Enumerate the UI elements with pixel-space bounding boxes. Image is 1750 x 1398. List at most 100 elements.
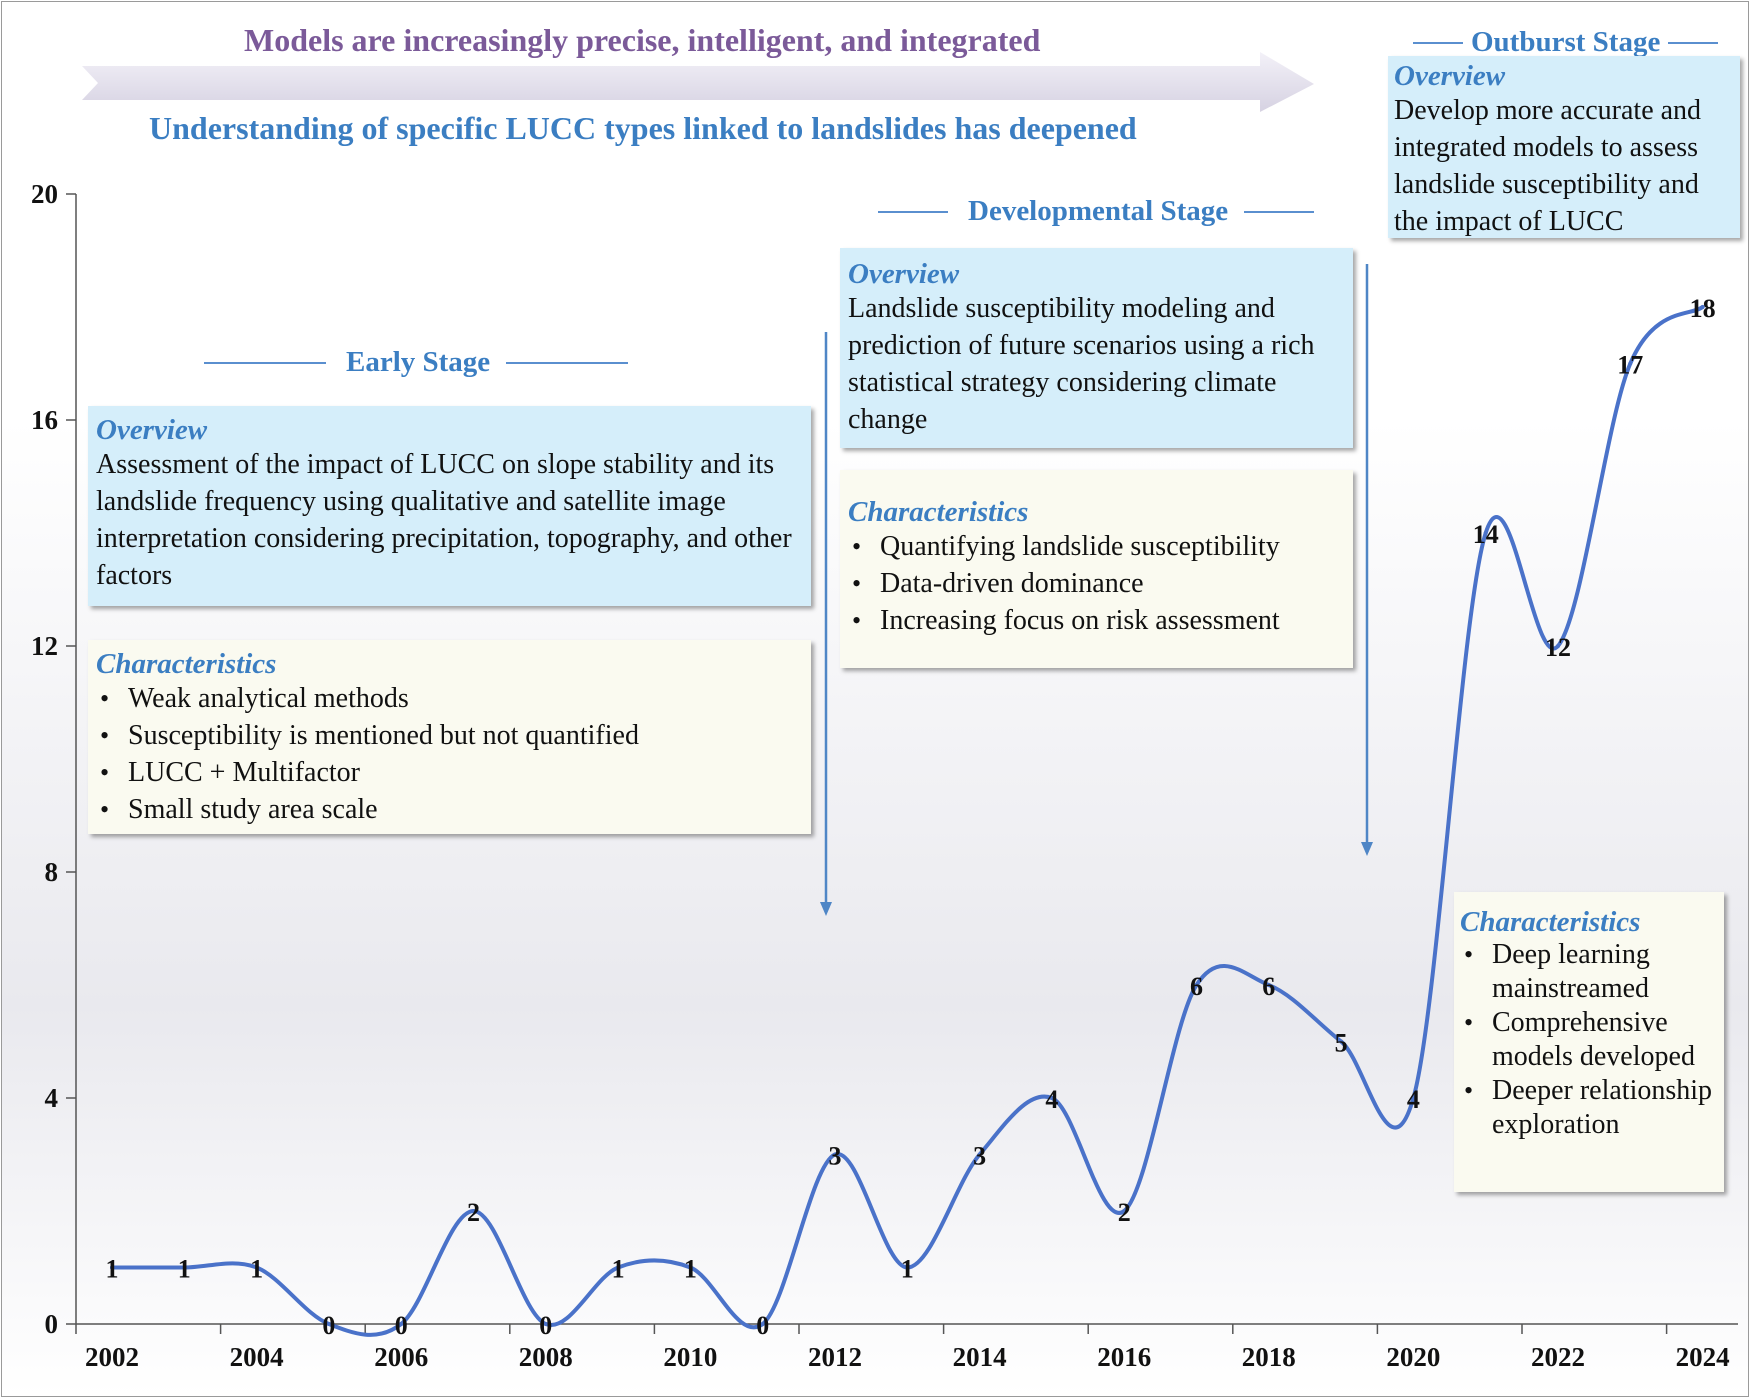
data-label: 4 bbox=[1045, 1085, 1058, 1114]
data-point bbox=[399, 1322, 404, 1326]
data-label: 5 bbox=[1335, 1029, 1348, 1058]
data-point bbox=[1049, 1096, 1054, 1100]
data-label: 3 bbox=[973, 1142, 986, 1171]
x-tick-label: 2022 bbox=[1531, 1342, 1585, 1372]
data-label: 14 bbox=[1473, 520, 1499, 549]
developmental-characteristics-box: Characteristics Quantifying landslide su… bbox=[840, 470, 1353, 668]
data-label: 1 bbox=[612, 1255, 625, 1284]
x-tick-label: 2016 bbox=[1097, 1342, 1151, 1372]
early-characteristics-heading: Characteristics bbox=[96, 648, 277, 680]
outburst-stage-label: Outburst Stage bbox=[1471, 26, 1661, 58]
x-tick-label: 2004 bbox=[230, 1342, 284, 1372]
y-tick-label: 8 bbox=[45, 857, 59, 887]
data-label: 4 bbox=[1407, 1085, 1420, 1114]
y-tick-label: 4 bbox=[45, 1083, 59, 1113]
data-point bbox=[471, 1209, 476, 1213]
x-tick-label: 2006 bbox=[374, 1342, 428, 1372]
data-point bbox=[977, 1152, 982, 1157]
early-overview-heading: Overview bbox=[96, 414, 208, 446]
list-item: LUCC + Multifactor bbox=[96, 754, 803, 791]
list-item: Data-driven dominance bbox=[848, 565, 1345, 602]
data-label: 1 bbox=[106, 1255, 119, 1284]
list-item: Weak analytical methods bbox=[96, 680, 803, 717]
developmental-stage-arrow bbox=[1361, 264, 1373, 856]
list-item: Small study area scale bbox=[96, 791, 803, 828]
data-point bbox=[110, 1265, 114, 1270]
early-stage-title: Early Stage bbox=[204, 346, 629, 379]
x-tick-label: 2008 bbox=[519, 1342, 573, 1372]
early-stage-arrow bbox=[820, 332, 832, 916]
data-point bbox=[254, 1265, 259, 1270]
data-point bbox=[1339, 1039, 1344, 1044]
list-item: Increasing focus on risk assessment bbox=[848, 602, 1345, 639]
y-tick-label: 16 bbox=[31, 405, 58, 435]
data-point bbox=[326, 1322, 331, 1326]
outburst-characteristics-box: Characteristics Deep learning mainstream… bbox=[1454, 892, 1724, 1192]
data-label: 2 bbox=[467, 1198, 480, 1227]
early-characteristics-list: Weak analytical methods Susceptibility i… bbox=[96, 680, 803, 828]
outburst-characteristics-heading: Characteristics bbox=[1460, 906, 1641, 938]
data-label: 12 bbox=[1545, 633, 1571, 662]
x-tick-label: 2010 bbox=[663, 1342, 717, 1372]
data-label: 0 bbox=[395, 1311, 408, 1340]
data-label: 17 bbox=[1617, 351, 1643, 380]
data-point bbox=[1556, 644, 1560, 648]
developmental-characteristics-heading: Characteristics bbox=[848, 496, 1029, 528]
y-tick-label: 0 bbox=[45, 1309, 59, 1339]
outburst-characteristics-list: Deep learning mainstreamed Comprehensive… bbox=[1460, 938, 1718, 1142]
data-point bbox=[1628, 361, 1633, 366]
outburst-overview-box: Overview Develop more accurate and integ… bbox=[1388, 56, 1740, 238]
data-point bbox=[1194, 983, 1199, 987]
x-tick-label: 2014 bbox=[953, 1342, 1007, 1372]
x-tick-label: 2002 bbox=[85, 1342, 139, 1372]
data-point bbox=[688, 1265, 693, 1270]
list-item: Deeper relationship exploration bbox=[1460, 1074, 1718, 1142]
x-tick-label: 2018 bbox=[1242, 1342, 1296, 1372]
x-tick-label: 2020 bbox=[1386, 1342, 1440, 1372]
data-point bbox=[182, 1265, 187, 1270]
early-overview-box: Overview Assessment of the impact of LUC… bbox=[88, 406, 811, 606]
data-label: 2 bbox=[1118, 1198, 1131, 1227]
outburst-stage-title: Outburst Stage bbox=[1413, 26, 1719, 59]
bottom-banner-text: Understanding of specific LUCC types lin… bbox=[149, 110, 1137, 146]
data-point bbox=[1266, 983, 1271, 987]
data-label: 6 bbox=[1262, 972, 1275, 1001]
data-label: 6 bbox=[1190, 972, 1203, 1001]
data-label: 18 bbox=[1690, 294, 1716, 323]
developmental-stage-label: Developmental Stage bbox=[968, 195, 1229, 227]
data-label: 3 bbox=[829, 1142, 842, 1171]
data-point bbox=[760, 1322, 765, 1326]
early-overview-text: Assessment of the impact of LUCC on slop… bbox=[96, 449, 792, 591]
data-label: 1 bbox=[684, 1255, 697, 1284]
y-tick-label: 20 bbox=[31, 179, 58, 209]
data-point bbox=[1700, 305, 1705, 309]
data-label: 1 bbox=[178, 1255, 191, 1284]
list-item: Quantifying landslide susceptibility bbox=[848, 528, 1345, 565]
data-point bbox=[905, 1265, 910, 1270]
data-label: 1 bbox=[901, 1255, 914, 1284]
developmental-stage-title: Developmental Stage bbox=[878, 195, 1315, 228]
progress-arrow bbox=[82, 52, 1314, 112]
data-label: 0 bbox=[756, 1311, 769, 1340]
series-line bbox=[110, 305, 1705, 1337]
developmental-overview-text: Landslide susceptibility modeling and pr… bbox=[848, 293, 1315, 435]
x-tick-label: 2024 bbox=[1676, 1342, 1730, 1372]
data-point bbox=[543, 1322, 548, 1326]
outburst-overview-heading: Overview bbox=[1394, 60, 1506, 92]
outburst-overview-text: Develop more accurate and integrated mod… bbox=[1394, 95, 1702, 237]
developmental-overview-box: Overview Landslide susceptibility modeli… bbox=[840, 248, 1353, 448]
developmental-overview-heading: Overview bbox=[848, 258, 960, 290]
data-label: 0 bbox=[539, 1311, 552, 1340]
top-banner-text: Models are increasingly precise, intelli… bbox=[244, 22, 1041, 58]
data-point bbox=[1122, 1209, 1127, 1213]
data-label: 1 bbox=[250, 1255, 263, 1284]
early-stage-label: Early Stage bbox=[346, 346, 491, 378]
early-characteristics-box: Characteristics Weak analytical methods … bbox=[88, 640, 811, 834]
data-point bbox=[1483, 531, 1488, 535]
list-item: Deep learning mainstreamed bbox=[1460, 938, 1718, 1006]
y-tick-label: 12 bbox=[31, 631, 58, 661]
data-point bbox=[833, 1152, 837, 1157]
list-item: Susceptibility is mentioned but not quan… bbox=[96, 717, 803, 754]
